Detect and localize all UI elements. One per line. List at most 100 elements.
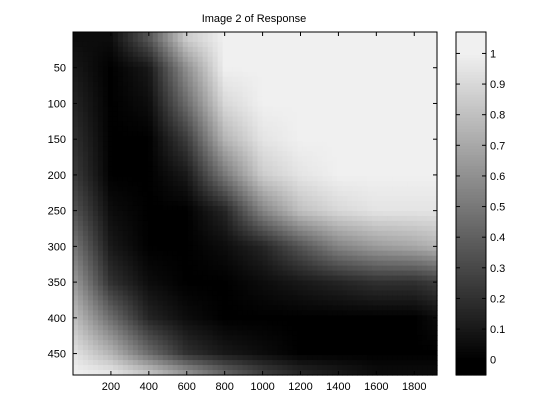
heatmap-cell (77, 32, 84, 38)
heatmap-cell (337, 335, 343, 341)
heatmap-cell (182, 121, 189, 128)
heatmap-cell (407, 151, 413, 157)
heatmap-cell (87, 350, 94, 356)
heatmap-cell (382, 315, 388, 321)
heatmap-cell (97, 245, 104, 252)
heatmap-cell (172, 360, 179, 366)
heatmap-cell (202, 345, 209, 351)
heatmap-cell (247, 131, 254, 137)
heatmap-cell (337, 215, 343, 222)
heatmap-cell (332, 255, 338, 262)
heatmap-cell (197, 315, 204, 321)
heatmap-cell (137, 56, 144, 63)
heatmap-cell (127, 245, 134, 252)
heatmap-cell (432, 36, 438, 43)
heatmap-cell (127, 66, 134, 73)
heatmap-cell (152, 51, 159, 58)
heatmap-cell (362, 245, 368, 252)
heatmap-cell (402, 225, 408, 232)
heatmap-cell (152, 181, 159, 187)
heatmap-cell (402, 81, 408, 88)
heatmap-cell (82, 106, 89, 113)
heatmap-cell (282, 166, 289, 172)
heatmap-cell (192, 205, 199, 212)
heatmap-cell (292, 36, 298, 43)
heatmap-cell (217, 355, 224, 361)
heatmap-cell (267, 330, 274, 336)
heatmap-cell (142, 51, 149, 58)
heatmap-cell (107, 71, 114, 78)
heatmap-cell (317, 86, 323, 93)
heatmap-cell (372, 230, 378, 237)
heatmap-cell (242, 146, 249, 152)
heatmap-cell (342, 225, 348, 232)
heatmap-cell (117, 101, 124, 108)
heatmap-cell (112, 66, 119, 73)
heatmap-cell (122, 260, 129, 267)
heatmap-cell (317, 36, 323, 43)
heatmap-cell (322, 151, 328, 157)
heatmap-cell (237, 131, 244, 137)
heatmap-cell (382, 131, 388, 137)
heatmap-cell (252, 300, 259, 306)
heatmap-cell (402, 116, 408, 123)
heatmap-cell (287, 345, 293, 351)
heatmap-cell (372, 136, 378, 142)
heatmap-cell (382, 240, 388, 247)
heatmap-cell (267, 260, 274, 267)
heatmap-cell (107, 230, 114, 237)
heatmap-cell (337, 81, 343, 88)
heatmap-cell (97, 270, 104, 277)
heatmap-cell (97, 56, 104, 63)
heatmap-cell (107, 116, 114, 123)
heatmap-cell (217, 340, 224, 346)
heatmap-cell (87, 365, 94, 371)
heatmap-cell (392, 66, 398, 73)
heatmap-cell (342, 350, 348, 356)
heatmap-cell (272, 290, 279, 297)
heatmap-cell (297, 46, 303, 53)
heatmap-cell (422, 91, 428, 98)
heatmap-cell (242, 91, 249, 98)
heatmap-cell (317, 91, 323, 98)
heatmap-cell (247, 32, 254, 38)
heatmap-cell (322, 250, 328, 257)
heatmap-cell (172, 320, 179, 326)
heatmap-cell (307, 151, 313, 157)
heatmap-cell (242, 196, 249, 202)
heatmap-cell (147, 56, 154, 63)
heatmap-cell (147, 295, 154, 302)
heatmap-cell (357, 146, 363, 152)
heatmap-cell (232, 225, 239, 232)
heatmap-cell (297, 111, 303, 118)
heatmap-cell (152, 146, 159, 152)
heatmap-cell (122, 61, 129, 68)
heatmap-cell (297, 76, 303, 83)
heatmap-cell (242, 315, 249, 321)
heatmap-cell (272, 270, 279, 277)
heatmap-cell (197, 86, 204, 93)
heatmap-cell (302, 295, 308, 302)
heatmap-cell (107, 166, 114, 172)
heatmap-cell (182, 340, 189, 346)
heatmap-cell (182, 91, 189, 98)
heatmap-cell (277, 230, 284, 237)
heatmap-cell (392, 141, 398, 147)
heatmap-cell (352, 290, 358, 297)
heatmap-cell (132, 126, 139, 133)
heatmap-cell (82, 196, 89, 202)
heatmap-cell (167, 181, 174, 187)
heatmap-cell (392, 146, 398, 152)
heatmap-cell (287, 275, 293, 282)
heatmap-cell (172, 210, 179, 217)
heatmap-cell (237, 265, 244, 272)
heatmap-cell (352, 156, 358, 162)
heatmap-cell (427, 151, 433, 157)
heatmap-cell (247, 305, 254, 311)
heatmap-cell (357, 230, 363, 237)
heatmap-cell (242, 295, 249, 302)
heatmap-cell (392, 325, 398, 331)
heatmap-cell (372, 71, 378, 78)
heatmap-cell (342, 151, 348, 157)
heatmap-cell (162, 191, 169, 197)
